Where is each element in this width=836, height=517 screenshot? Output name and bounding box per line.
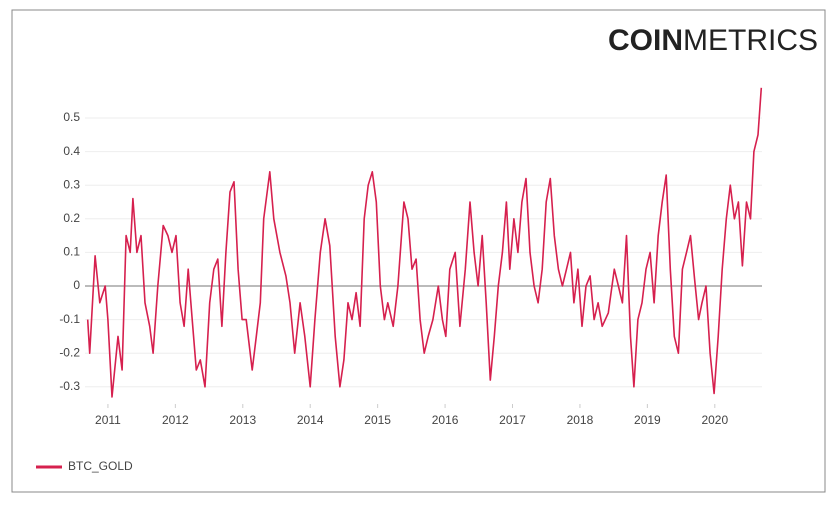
x-tick-label: 2015 (364, 413, 391, 427)
x-tick-label: 2019 (634, 413, 661, 427)
x-tick-label: 2012 (162, 413, 189, 427)
x-tick-label: 2018 (567, 413, 594, 427)
y-tick-label: 0.1 (63, 245, 80, 259)
y-tick-label: -0.1 (59, 312, 80, 326)
x-tick-label: 2014 (297, 413, 324, 427)
frame (11, 9, 826, 493)
y-tick-label: -0.3 (59, 379, 80, 393)
logo-bold: COIN (608, 24, 683, 57)
y-tick-label: -0.2 (59, 345, 80, 359)
logo: COINMETRICS (608, 24, 818, 57)
y-tick-label: 0.4 (63, 144, 80, 158)
y-tick-label: 0 (73, 278, 80, 292)
legend-label: BTC_GOLD (68, 459, 133, 473)
x-tick-label: 2020 (701, 413, 728, 427)
x-tick-label: 2011 (95, 413, 121, 427)
logo-light: METRICS (683, 24, 818, 57)
x-tick-label: 2017 (499, 413, 526, 427)
series-line (86, 87, 763, 398)
y-tick-label: 0.5 (63, 110, 80, 124)
y-tick-label: 0.3 (63, 177, 80, 191)
y-tick-label: 0.2 (63, 211, 80, 225)
x-tick-label: 2016 (432, 413, 459, 427)
x-tick-label: 2013 (229, 413, 256, 427)
